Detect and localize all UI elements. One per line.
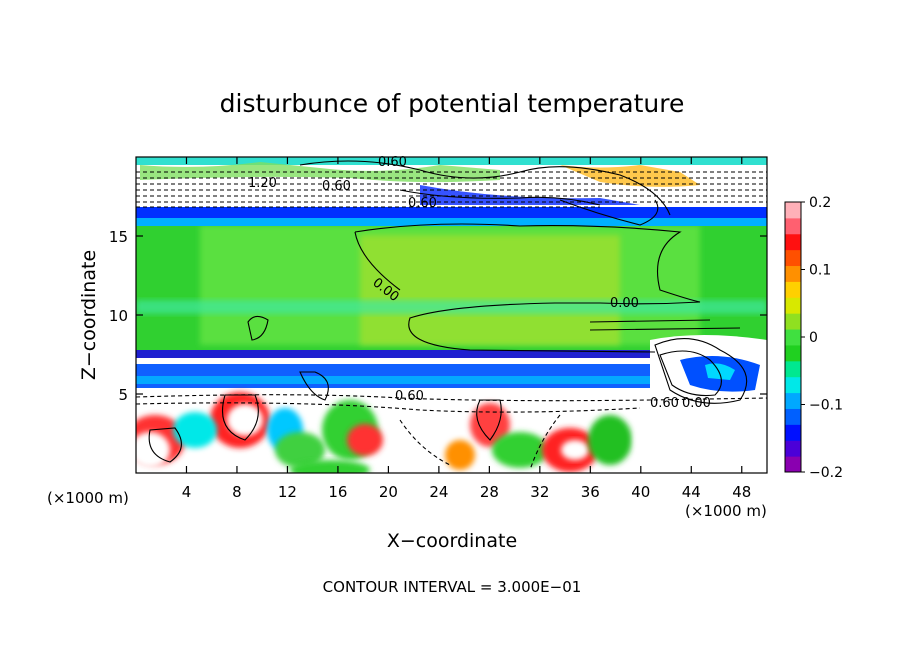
layer-upper-cyan (136, 218, 767, 226)
top-orange-blotch (560, 165, 700, 187)
contour-lines (136, 160, 767, 471)
contour-label: 1.20 (248, 176, 277, 191)
colorbar-swatch (785, 376, 801, 394)
field-blob (445, 440, 475, 470)
contour-line (654, 338, 748, 404)
x-tick-label: 4 (182, 483, 192, 501)
colorbar-tick-label: −0.1 (809, 398, 843, 414)
contour-line (136, 402, 641, 413)
contour-label: 0.00 (682, 396, 711, 411)
field-blob (588, 415, 632, 465)
heatmap-field (136, 157, 767, 473)
colorbar-swatch (785, 408, 801, 425)
layer-center-yellowgreen (360, 235, 620, 345)
contour-line (476, 399, 502, 441)
contour-line (529, 414, 561, 471)
contour-line (399, 189, 601, 206)
colorbar-swatch (785, 329, 801, 346)
field-blob (347, 424, 383, 456)
field-blob (492, 432, 548, 468)
colorbar-tick-label: 0.2 (809, 195, 831, 211)
colorbar-swatch (785, 392, 801, 409)
chart-title: disturbunce of potential temperature (220, 89, 685, 118)
x-tick-label: 16 (328, 483, 347, 501)
field-blob (173, 412, 217, 448)
y-tick-label: 10 (109, 307, 128, 325)
x-tick-label: 8 (232, 483, 242, 501)
layer-lower-white (136, 358, 767, 364)
contour-line (559, 199, 659, 226)
contour-interval: CONTOUR INTERVAL = 3.000E−01 (323, 578, 582, 596)
layer-lower-darkblue (136, 350, 767, 360)
contour-label: 0.00 (610, 296, 639, 311)
layer-cyan-band (136, 300, 767, 314)
x-axis: 4 8 12 16 20 24 28 32 36 40 44 48 (182, 157, 751, 501)
y-tick-label: 15 (109, 228, 128, 246)
contour-line (299, 160, 671, 216)
colorbar-tick-label: 0.1 (809, 263, 831, 279)
x-tick-label: 44 (682, 483, 701, 501)
layer-top-cyan (136, 157, 767, 165)
colorbar-swatch (785, 233, 801, 251)
contour-line (148, 427, 182, 463)
contour-line (354, 231, 401, 291)
contour-label: 0.60 (395, 389, 424, 404)
contour-line (354, 223, 701, 353)
contour-line (299, 371, 329, 401)
x-tick-label: 20 (379, 483, 398, 501)
contour-label: 0.60 (650, 396, 679, 411)
field-blob (275, 432, 325, 468)
x-unit-right: (×1000 m) (685, 502, 767, 520)
right-disturbance-cyan (705, 363, 735, 380)
colorbar: 0.2 0.1 0 −0.1 −0.2 (784, 195, 843, 481)
colorbar-swatch (785, 360, 801, 378)
x-tick-label: 36 (581, 483, 600, 501)
colorbar-tick-label: 0 (809, 330, 818, 346)
contour-line (221, 394, 259, 441)
x-tick-label: 40 (631, 483, 650, 501)
colorbar-swatch (785, 297, 801, 314)
contour-line (589, 327, 741, 331)
contour-label: 0.60 (322, 179, 351, 194)
x-tick-label: 12 (278, 483, 297, 501)
contour-line (589, 319, 711, 323)
colorbar-swatch (785, 440, 801, 457)
colorbar-swatch (785, 265, 801, 282)
x-tick-label: 48 (732, 483, 751, 501)
top-blue-blotch (420, 185, 640, 205)
colorbar-swatch (785, 249, 801, 267)
colorbar-swatch (785, 456, 801, 473)
contour-label: 0.60 (408, 196, 437, 211)
contour-line (136, 394, 767, 402)
colorbar-swatch (785, 281, 801, 298)
colorbar-swatch (785, 217, 801, 235)
colorbar-swatch (785, 424, 801, 441)
y-axis: 5 10 15 (109, 228, 767, 404)
colorbar-tick-label: −0.2 (809, 465, 843, 481)
layer-lower-cyan (136, 376, 767, 384)
contour-line (247, 315, 269, 341)
colorbar-swatch (785, 313, 801, 330)
x-unit-left: (×1000 m) (47, 489, 129, 507)
colorbar-swatch (785, 202, 801, 219)
y-axis-title: Z−coordinate (78, 250, 100, 380)
x-tick-label: 32 (530, 483, 549, 501)
field-blob (470, 403, 510, 447)
y-tick-label: 5 (118, 386, 128, 404)
contour-label: 0.60 (378, 155, 407, 170)
x-axis-title: X−coordinate (387, 530, 517, 552)
field-blob (561, 440, 589, 460)
contour-line (659, 350, 722, 397)
x-tick-label: 28 (480, 483, 499, 501)
colorbar-swatch (785, 344, 801, 362)
field-blob (290, 460, 370, 473)
x-tick-label: 24 (429, 483, 448, 501)
